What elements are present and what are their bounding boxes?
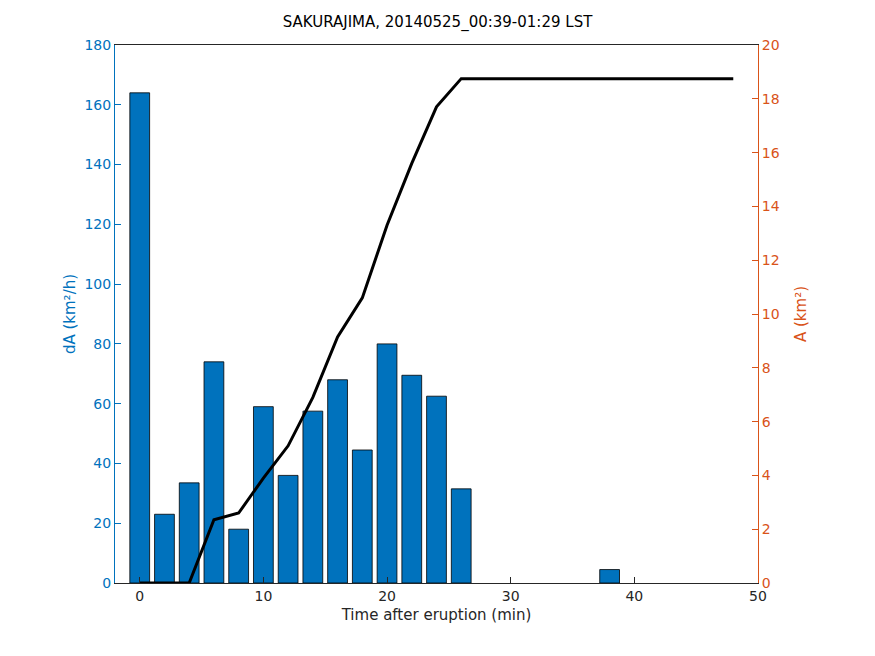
- svg-text:8: 8: [762, 360, 771, 376]
- svg-text:160: 160: [84, 97, 111, 113]
- svg-text:2: 2: [762, 521, 771, 537]
- svg-text:140: 140: [84, 156, 111, 172]
- svg-text:40: 40: [93, 455, 111, 471]
- svg-text:14: 14: [762, 198, 780, 214]
- svg-text:Time after eruption (min): Time after eruption (min): [341, 606, 532, 624]
- svg-text:10: 10: [762, 306, 780, 322]
- svg-text:20: 20: [762, 37, 780, 53]
- svg-text:40: 40: [625, 588, 643, 604]
- svg-text:0: 0: [102, 575, 111, 591]
- svg-text:18: 18: [762, 91, 780, 107]
- svg-text:16: 16: [762, 145, 780, 161]
- svg-text:10: 10: [254, 588, 272, 604]
- svg-text:20: 20: [93, 515, 111, 531]
- svg-text:180: 180: [84, 37, 111, 53]
- svg-text:12: 12: [762, 252, 780, 268]
- svg-text:4: 4: [762, 467, 771, 483]
- svg-text:dA (km²/h): dA (km²/h): [61, 274, 79, 354]
- svg-text:50: 50: [749, 588, 767, 604]
- svg-text:0: 0: [135, 588, 144, 604]
- svg-text:60: 60: [93, 396, 111, 412]
- svg-text:6: 6: [762, 414, 771, 430]
- svg-text:SAKURAJIMA, 20140525_00:39-01:: SAKURAJIMA, 20140525_00:39-01:29 LST: [283, 13, 593, 32]
- svg-text:20: 20: [378, 588, 396, 604]
- svg-text:120: 120: [84, 216, 111, 232]
- svg-text:80: 80: [93, 336, 111, 352]
- svg-text:0: 0: [762, 575, 771, 591]
- svg-text:30: 30: [502, 588, 520, 604]
- svg-text:A (km²): A (km²): [792, 286, 810, 342]
- svg-text:100: 100: [84, 276, 111, 292]
